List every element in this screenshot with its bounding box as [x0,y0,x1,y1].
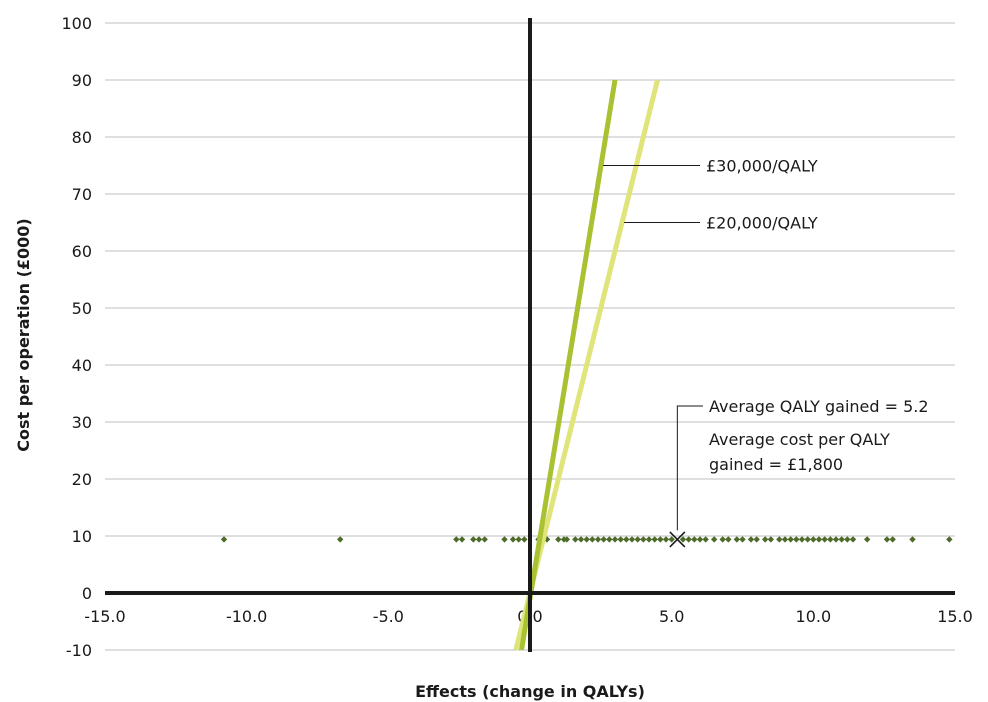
data-point [679,536,687,543]
data-point [651,536,658,543]
data-point [739,536,746,543]
data-point [844,536,851,543]
y-tick-label: 30 [72,413,92,432]
y-axis-title: Cost per operation (£000) [14,218,33,451]
data-point [336,536,344,543]
cross-stroke [669,531,686,548]
data-point [563,536,571,543]
x-axis-title: Effects (change in QALYs) [415,682,645,701]
data-point [685,536,692,543]
data-point [458,536,466,543]
data-point [509,536,517,543]
data-point [889,536,896,543]
data-point [787,536,794,543]
data-point [793,536,800,543]
data-point [883,536,891,543]
data-point [838,536,845,543]
data-point [640,536,647,543]
data-point [747,536,755,543]
data-point [481,536,488,543]
data-point [583,536,590,543]
y-tick-label: 90 [72,71,92,90]
y-tick-label: 60 [72,242,92,261]
y-tick-labels: -10 0 10 20 30 40 50 60 70 80 90 100 [61,14,92,660]
data-point [611,536,619,543]
data-point [668,536,675,543]
y-tick-label: 70 [72,185,92,204]
data-point [606,536,613,543]
data-point [832,536,840,543]
data-point [662,536,670,543]
scatter-points [220,536,953,543]
data-point [501,536,508,543]
y-tick-label: 10 [72,527,92,546]
data-point [798,536,806,543]
data-point [623,536,630,543]
x-tick-label: 10.0 [796,607,832,626]
data-point [827,536,834,543]
label-average-qaly: Average QALY gained = 5.2 [709,397,929,416]
y-tick-label: 80 [72,128,92,147]
data-point [804,536,811,543]
x-tick-label: -15.0 [84,607,125,626]
data-point [946,536,953,543]
x-tick-label: -10.0 [226,607,267,626]
annotations: £30,000/QALY £20,000/QALY Average QALY g… [602,157,929,548]
y-tick-label: 40 [72,356,92,375]
data-point [691,536,698,543]
data-point [220,536,228,543]
data-point [909,536,916,543]
data-point [810,536,817,543]
label-average-cost-line1: Average cost per QALY [709,430,890,449]
y-tick-label: 50 [72,299,92,318]
label-30k-per-qaly: £30,000/QALY [706,157,818,176]
data-point [645,536,653,543]
data-point [515,536,522,543]
y-tick-label: 0 [82,584,92,603]
data-point [719,536,726,543]
threshold-line-30k [519,79,618,651]
data-point [628,536,636,543]
x-tick-label: 15.0 [937,607,973,626]
average-cross-marker [669,531,686,548]
data-point [572,536,579,543]
data-point [767,536,775,543]
data-point [634,536,641,543]
data-point [696,536,704,543]
data-point [453,536,460,543]
data-point [710,536,718,543]
axes [105,18,955,652]
data-point [702,536,709,543]
data-point [589,536,596,543]
data-point [470,536,477,543]
data-point [594,536,602,543]
data-point [577,536,585,543]
y-tick-label: 100 [61,14,92,33]
x-tick-label: 5.0 [659,607,684,626]
label-average-cost-line2: gained = £1,800 [709,455,843,474]
data-point [761,536,769,543]
data-point [657,536,664,543]
data-point [863,536,871,543]
data-point [617,536,624,543]
y-tick-label: -10 [66,641,92,660]
data-point [849,536,857,543]
x-tick-label: -5.0 [373,607,404,626]
data-point [555,536,562,543]
data-point [821,536,828,543]
data-point [521,536,528,543]
threshold-lines [513,79,660,651]
data-point [733,536,741,543]
data-point [776,536,783,543]
data-point [753,536,760,543]
data-point [475,536,483,543]
y-tick-label: 20 [72,470,92,489]
data-point [815,536,823,543]
data-point [600,536,607,543]
data-point [725,536,732,543]
leader-line-average [676,405,703,531]
data-point [781,536,789,543]
label-20k-per-qaly: £20,000/QALY [706,214,818,233]
